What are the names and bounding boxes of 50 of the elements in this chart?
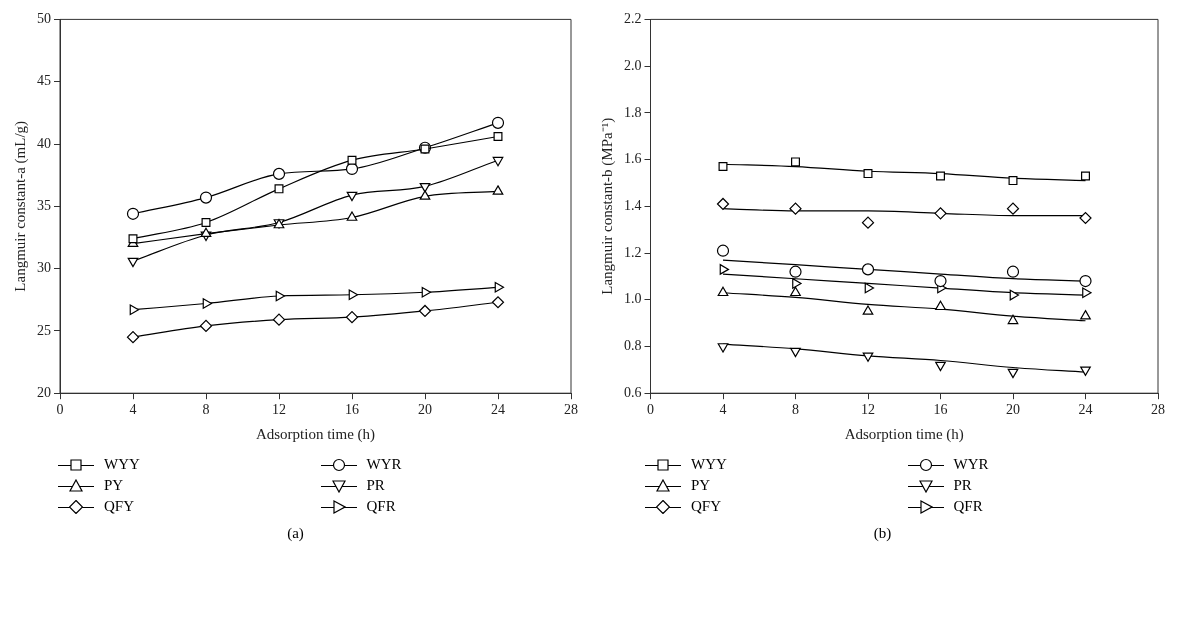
- y-tick-label: 2.0: [624, 57, 642, 73]
- x-tick-label: 8: [202, 402, 210, 418]
- x-tick-label: 24: [491, 402, 505, 418]
- legend-label: WYR: [366, 456, 402, 473]
- x-tick-label: 20: [418, 402, 432, 418]
- x-tick-label: 16: [345, 402, 359, 418]
- y-tick-label: 1.4: [624, 197, 642, 213]
- x-tick-label: 28: [1151, 402, 1165, 418]
- legend-label: PR: [953, 477, 972, 494]
- x-tick-label: 12: [861, 402, 875, 418]
- y-tick-label: 30: [37, 260, 51, 276]
- text: (b): [872, 525, 893, 542]
- y-tick-label: 1.8: [624, 104, 642, 120]
- x-tick-label: 24: [1078, 402, 1093, 418]
- y-tick-label: 0.8: [624, 338, 642, 354]
- x-tick-label: 12: [272, 402, 286, 418]
- x-tick-label: 0: [647, 402, 654, 418]
- legend-label: QFR: [366, 498, 396, 515]
- legend-label: PR: [366, 477, 385, 494]
- x-axis-title: Adsorption time (h): [255, 425, 376, 443]
- text: (a): [286, 525, 305, 542]
- y-tick-label: 40: [37, 135, 51, 151]
- x-tick-label: 28: [564, 402, 578, 418]
- x-tick-label: 4: [129, 402, 137, 418]
- y-axis-title: Langmuir constant-a (mL/g): [11, 120, 29, 292]
- x-tick-label: 0: [56, 402, 64, 418]
- x-axis-title: Adsorption time (h): [844, 425, 964, 443]
- legend-label: PY: [691, 477, 711, 494]
- legend-label: PY: [104, 477, 124, 494]
- legend-label: WYR: [953, 456, 989, 473]
- y-axis-title: Langmuir constant-b (MPa⁻¹): [598, 117, 616, 295]
- x-tick-label: 20: [1006, 402, 1020, 418]
- legend-label: QFY: [104, 498, 135, 515]
- legend-label: QFY: [691, 498, 722, 515]
- y-tick-label: 25: [37, 322, 51, 338]
- legend-label: WYY: [691, 456, 727, 473]
- y-tick-label: 1.0: [624, 291, 642, 307]
- legend-label: WYY: [104, 456, 140, 473]
- y-tick-label: 1.6: [624, 151, 642, 167]
- x-tick-label: 4: [719, 402, 727, 418]
- legend-label: QFR: [953, 498, 983, 515]
- y-tick-label: 35: [37, 197, 51, 213]
- x-tick-label: 8: [792, 402, 799, 418]
- x-tick-label: 16: [933, 402, 948, 418]
- y-tick-label: 50: [37, 11, 51, 27]
- y-tick-label: 45: [37, 73, 51, 89]
- y-tick-label: 0.6: [624, 384, 642, 400]
- y-tick-label: 2.2: [624, 11, 642, 27]
- y-tick-label: 20: [37, 384, 51, 400]
- y-tick-label: 1.2: [624, 244, 642, 260]
